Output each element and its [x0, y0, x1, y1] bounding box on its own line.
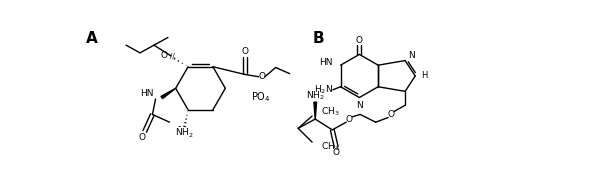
- Text: O: O: [346, 115, 353, 124]
- Text: O: O: [138, 133, 145, 142]
- Polygon shape: [161, 88, 176, 99]
- Text: HN: HN: [319, 58, 333, 67]
- Text: HN: HN: [141, 89, 154, 98]
- Text: //: //: [170, 53, 175, 59]
- Text: O: O: [333, 148, 340, 157]
- Text: N: N: [356, 101, 363, 110]
- Text: CH$_3$: CH$_3$: [321, 141, 340, 153]
- Text: NH$_2$: NH$_2$: [306, 90, 324, 102]
- Text: O: O: [387, 110, 395, 119]
- Text: $\bar{\rm N}$H$_2$: $\bar{\rm N}$H$_2$: [175, 126, 194, 140]
- Polygon shape: [314, 102, 316, 119]
- Text: B: B: [313, 31, 324, 46]
- Text: O: O: [356, 36, 363, 45]
- Text: H: H: [420, 71, 427, 81]
- Text: N: N: [408, 51, 415, 60]
- Text: CH$_3$: CH$_3$: [321, 105, 340, 118]
- Text: PO$_4$: PO$_4$: [251, 91, 271, 104]
- Text: O: O: [258, 72, 265, 81]
- Text: H$_2$N: H$_2$N: [314, 84, 333, 96]
- Text: O: O: [241, 47, 248, 56]
- Text: O: O: [161, 51, 168, 60]
- Text: A: A: [86, 31, 97, 46]
